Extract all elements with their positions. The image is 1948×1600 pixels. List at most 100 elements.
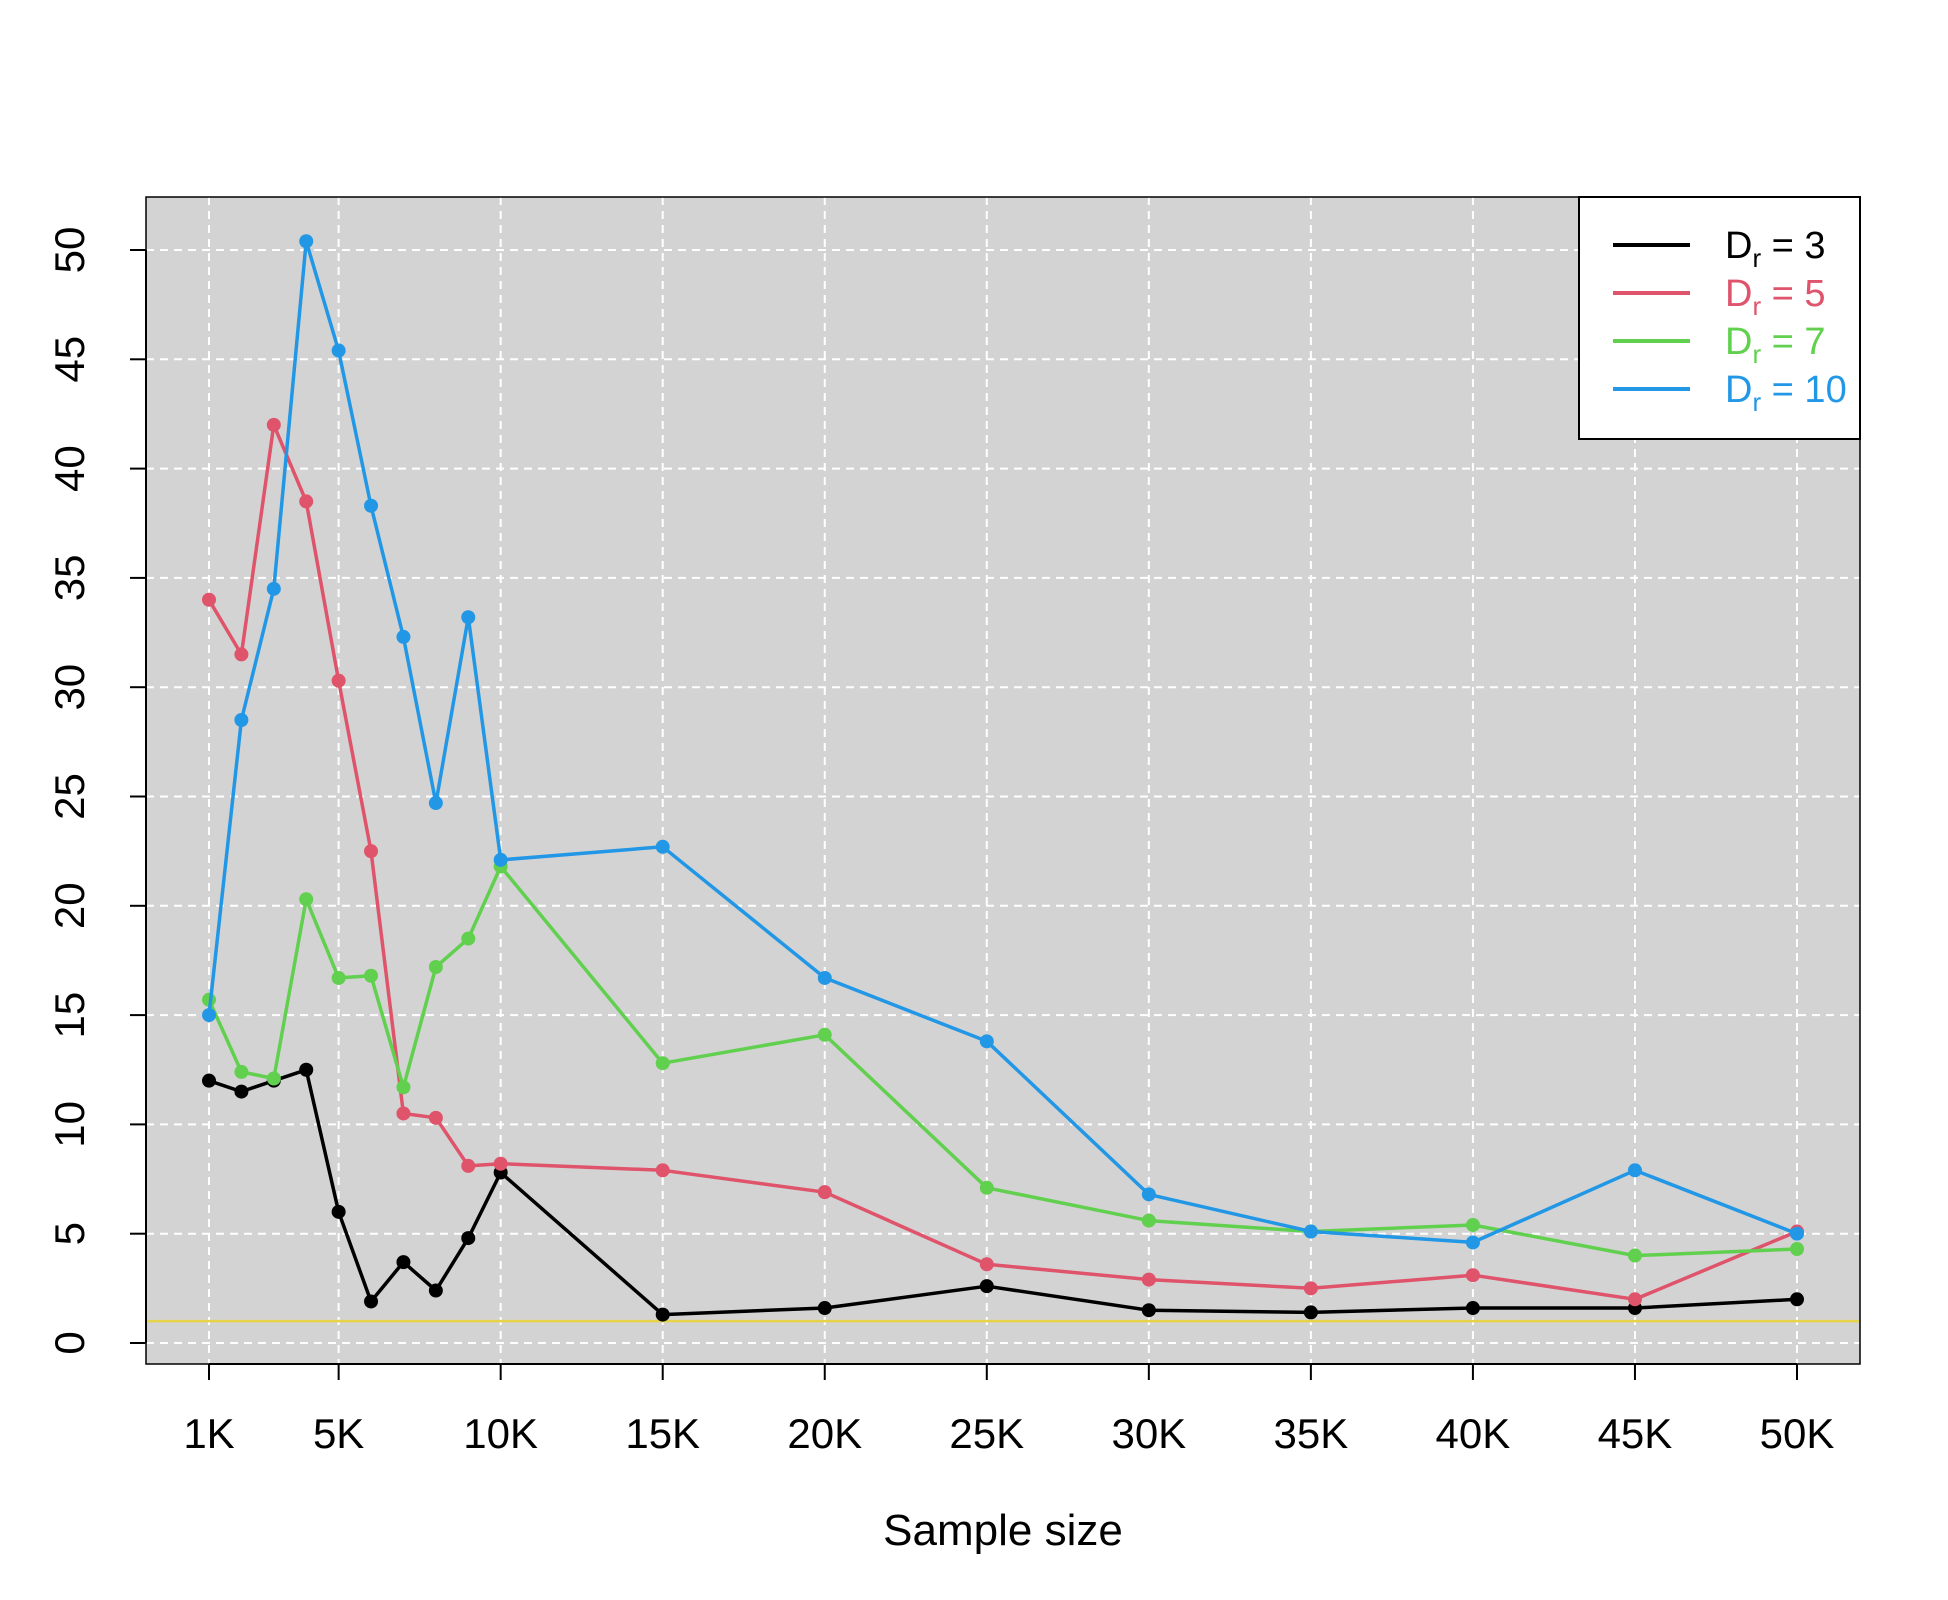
legend-label: Dr = 10: [1725, 369, 1847, 417]
data-point: [655, 1307, 670, 1322]
data-point: [1627, 1163, 1642, 1178]
x-tick-label: 35K: [1274, 1410, 1349, 1457]
series-line: [207, 864, 1798, 1258]
data-point: [1790, 1226, 1804, 1241]
y-tick-label: 15: [46, 992, 93, 1039]
data-point: [655, 1056, 670, 1071]
data-point: [1465, 1268, 1480, 1283]
data-point: [364, 1294, 379, 1309]
data-point: [202, 592, 216, 607]
data-point: [1303, 1305, 1318, 1320]
data-point: [331, 970, 346, 985]
y-tick-label: 45: [46, 336, 93, 383]
data-point: [461, 610, 476, 625]
data-point: [461, 931, 476, 946]
x-tick-label: 15K: [625, 1410, 700, 1457]
data-point: [1465, 1235, 1480, 1250]
data-point: [1790, 1242, 1804, 1257]
data-point: [331, 673, 346, 688]
x-tick-label: 30K: [1111, 1410, 1186, 1457]
data-point: [299, 494, 314, 509]
data-point: [428, 960, 443, 975]
x-tick-label: 1K: [183, 1410, 234, 1457]
grid-lines: [146, 197, 1860, 1364]
data-point: [1303, 1224, 1318, 1239]
y-tick-label: 10: [46, 1101, 93, 1148]
x-tick-label: 50K: [1760, 1410, 1835, 1457]
x-tick-label: 25K: [949, 1410, 1024, 1457]
series-line: [207, 423, 1798, 1302]
data-point: [266, 1071, 281, 1086]
data-point: [1141, 1303, 1156, 1318]
series-line: [207, 239, 1798, 1245]
data-point: [331, 343, 346, 358]
x-axis-title: Sample size: [883, 1506, 1123, 1555]
legend-box: [1578, 196, 1861, 440]
data-point: [428, 1110, 443, 1125]
data-point: [817, 1027, 832, 1042]
data-point: [817, 970, 832, 985]
data-point: [1303, 1281, 1318, 1296]
data-point: [234, 647, 249, 662]
data-point: [817, 1185, 832, 1200]
data-point: [655, 839, 670, 854]
x-tick-label: 20K: [787, 1410, 862, 1457]
data-point: [396, 629, 411, 644]
data-point: [1141, 1213, 1156, 1228]
data-point: [1790, 1292, 1804, 1307]
data-point: [364, 968, 379, 983]
x-tick-label: 45K: [1598, 1410, 1673, 1457]
x-tick-label: 40K: [1436, 1410, 1511, 1457]
data-point: [364, 844, 379, 859]
data-point: [461, 1231, 476, 1246]
y-axis: 0 5 10 15 20 25 30 35 40 45 50: [46, 227, 147, 1355]
y-tick-label: 25: [46, 773, 93, 820]
legend: Dr = 3Dr = 5Dr = 7Dr = 10: [1578, 196, 1861, 440]
data-point: [428, 796, 443, 811]
data-point: [396, 1080, 411, 1095]
y-tick-label: 50: [46, 227, 93, 274]
data-point: [396, 1255, 411, 1270]
legend-label: Dr = 7: [1725, 321, 1826, 369]
data-point: [1141, 1187, 1156, 1202]
y-tick-label: 35: [46, 555, 93, 602]
series-4: [202, 234, 1804, 1250]
data-point: [234, 712, 249, 727]
data-point: [1141, 1272, 1156, 1287]
legend-label: Dr = 3: [1725, 225, 1826, 273]
data-point: [1465, 1301, 1480, 1316]
data-series: [202, 234, 1804, 1322]
y-tick-label: 40: [46, 445, 93, 492]
data-point: [1465, 1217, 1480, 1232]
x-tick-label: 10K: [463, 1410, 538, 1457]
y-tick-label: 20: [46, 882, 93, 929]
y-tick-label: 0: [46, 1331, 93, 1354]
data-point: [428, 1283, 443, 1298]
data-point: [979, 1034, 994, 1049]
data-point: [1627, 1292, 1642, 1307]
data-point: [266, 417, 281, 432]
data-point: [266, 581, 281, 596]
data-point: [655, 1163, 670, 1178]
data-point: [817, 1301, 832, 1316]
data-point: [331, 1204, 346, 1219]
data-point: [299, 1062, 314, 1077]
data-point: [202, 1008, 216, 1023]
data-point: [1627, 1248, 1642, 1263]
data-point: [979, 1257, 994, 1272]
legend-label: Dr = 5: [1725, 273, 1826, 321]
data-point: [234, 1084, 249, 1099]
data-point: [202, 1073, 216, 1088]
data-point: [299, 892, 314, 907]
data-point: [299, 234, 314, 249]
x-axis: 1K 5K 10K 15K 20K 25K 30K 35K 40K 45K 50K: [183, 1363, 1835, 1457]
data-point: [396, 1106, 411, 1121]
y-tick-label: 5: [46, 1222, 93, 1245]
data-point: [234, 1064, 249, 1079]
data-point: [979, 1180, 994, 1195]
series-2: [202, 417, 1804, 1307]
data-point: [364, 498, 379, 513]
data-point: [493, 852, 508, 867]
x-tick-label: 5K: [313, 1410, 364, 1457]
